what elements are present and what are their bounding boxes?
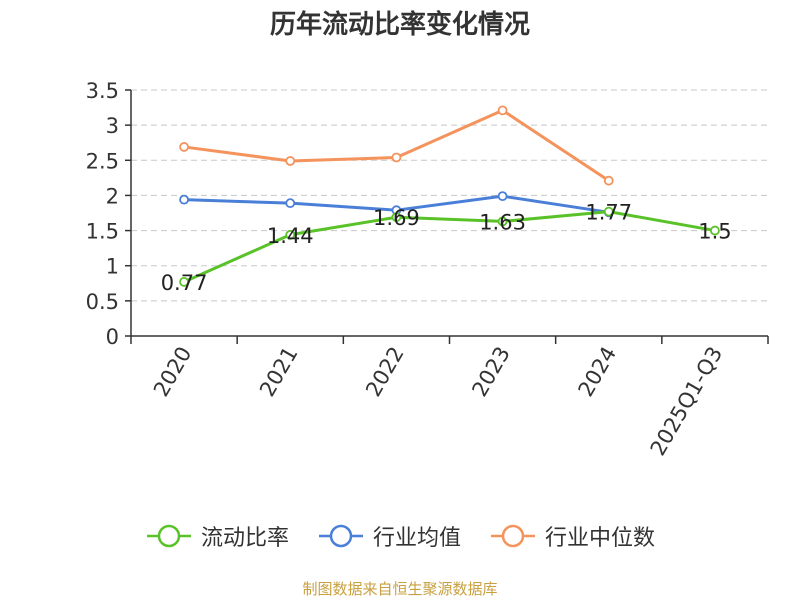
- chart-legend: 流动比率 行业均值 行业中位数: [0, 520, 800, 552]
- x-tick-label: 2024: [574, 343, 622, 401]
- data-point: [391, 212, 402, 223]
- data-point: [179, 194, 189, 205]
- data-point: [285, 229, 296, 240]
- y-tick-label: 3.5: [86, 79, 119, 103]
- legend-label: 流动比率: [200, 526, 289, 551]
- data-label: 1.63: [479, 210, 526, 234]
- x-tick-label: 2021: [255, 343, 303, 401]
- source-note: 制图数据来自恒生聚源数据库: [302, 580, 498, 598]
- y-tick-label: 0: [106, 325, 119, 349]
- series-line: [183, 210, 716, 284]
- data-point: [603, 206, 614, 217]
- legend-swatch-icon: [318, 524, 363, 548]
- y-tick-label: 3: [106, 114, 119, 138]
- x-tick-label: 2022: [361, 343, 409, 401]
- legend-item[interactable]: 行业均值: [317, 520, 461, 552]
- data-point: [710, 225, 720, 236]
- chart-title: 历年流动比率变化情况: [269, 10, 530, 40]
- data-label: 1.44: [267, 224, 314, 248]
- legend-swatch-icon: [491, 524, 535, 548]
- y-tick-label: 2: [106, 184, 119, 208]
- data-point: [391, 152, 402, 163]
- y-tick-label: 0.5: [86, 290, 119, 314]
- x-tick-label: 2023: [467, 343, 515, 401]
- data-point: [603, 175, 614, 186]
- series-line: [183, 108, 610, 182]
- data-label: 1.77: [585, 201, 632, 225]
- legend-item[interactable]: 流动比率: [145, 520, 289, 552]
- data-label: 0.77: [161, 271, 208, 295]
- data-point: [179, 276, 189, 287]
- data-point: [285, 198, 296, 209]
- data-point: [179, 142, 189, 152]
- y-tick-label: 1.5: [86, 220, 119, 244]
- legend-swatch-icon: [146, 524, 191, 548]
- legend-label: 行业中位数: [545, 526, 656, 551]
- data-label: 1.5: [698, 220, 731, 244]
- data-label: 1.69: [373, 206, 420, 230]
- data-point: [497, 105, 508, 116]
- y-tick-label: 1: [106, 255, 119, 279]
- data-point: [497, 191, 508, 202]
- x-tick-label: 2025Q1-Q3: [646, 343, 728, 460]
- data-point: [497, 216, 508, 227]
- data-point: [285, 156, 296, 166]
- y-tick-label: 2.5: [86, 149, 119, 173]
- legend-item[interactable]: 行业中位数: [489, 520, 655, 552]
- x-tick-label: 2020: [149, 343, 197, 401]
- legend-label: 行业均值: [372, 526, 461, 551]
